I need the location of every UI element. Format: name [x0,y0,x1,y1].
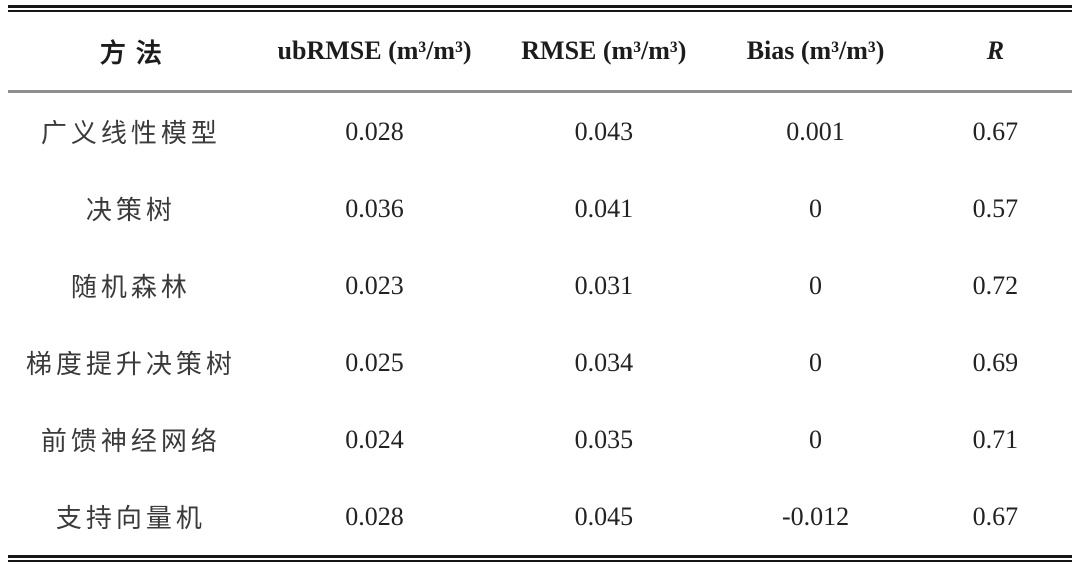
rmse-cell: 0.035 [574,424,634,454]
rmse-cell: 0.041 [574,193,634,223]
method-cell: 前馈神经网络 [40,427,221,456]
method-cell: 支持向量机 [55,504,206,533]
ubrmse-cell: 0.023 [345,270,404,300]
ubrmse-cell: 0.028 [345,116,404,146]
table-top-rule [8,5,1072,12]
bias-cell: 0 [809,424,823,454]
r-cell: 0.72 [972,270,1019,300]
bias-cell: 0 [809,193,823,223]
rmse-cell: 0.045 [574,501,634,531]
method-cell: 梯度提升决策树 [25,350,236,379]
bias-cell: 0 [809,270,823,300]
method-cell: 决策树 [85,196,176,225]
rmse-cell: 0.034 [574,347,634,377]
rmse-cell: 0.043 [574,116,634,146]
method-cell: 随机森林 [70,273,191,302]
r-cell: 0.71 [972,424,1019,454]
table-row: 梯度提升决策树 0.025 0.034 0 0.69 [8,324,1072,401]
table-row: 支持向量机 0.028 0.045 -0.012 0.67 [8,478,1072,555]
table-row: 前馈神经网络 0.024 0.035 0 0.71 [8,401,1072,478]
ubrmse-cell: 0.036 [345,193,404,223]
ubrmse-cell: 0.024 [345,424,404,454]
table-body: 广义线性模型 0.028 0.043 0.001 0.67 决策树 0.036 … [8,92,1072,556]
table-row: 广义线性模型 0.028 0.043 0.001 0.67 [8,92,1072,171]
method-cell: 广义线性模型 [40,119,221,148]
column-header-ubrmse: ubRMSE (m³/m³) [253,12,496,93]
bias-cell: -0.012 [781,501,850,531]
column-header-bias: Bias (m³/m³) [712,12,919,93]
column-header-method: 方法 [8,12,254,93]
bias-cell: 0.001 [786,116,845,146]
ubrmse-cell: 0.028 [345,501,404,531]
bias-cell: 0 [809,347,823,377]
r-cell: 0.57 [972,193,1019,223]
r-cell: 0.67 [972,116,1019,146]
table-header: 方法 ubRMSE (m³/m³) RMSE (m³/m³) Bias (m³/… [8,12,1072,93]
table-row: 随机森林 0.023 0.031 0 0.72 [8,247,1072,324]
r-cell: 0.69 [972,347,1019,377]
column-header-rmse: RMSE (m³/m³) [495,12,713,93]
rmse-cell: 0.031 [574,270,634,300]
table-row: 决策树 0.036 0.041 0 0.57 [8,170,1072,247]
r-cell: 0.67 [972,501,1019,531]
metrics-table: 方法 ubRMSE (m³/m³) RMSE (m³/m³) Bias (m³/… [8,12,1072,555]
table-bottom-rule [8,555,1072,562]
column-header-r: R [918,12,1072,93]
ubrmse-cell: 0.025 [345,347,404,377]
header-row: 方法 ubRMSE (m³/m³) RMSE (m³/m³) Bias (m³/… [8,12,1072,93]
